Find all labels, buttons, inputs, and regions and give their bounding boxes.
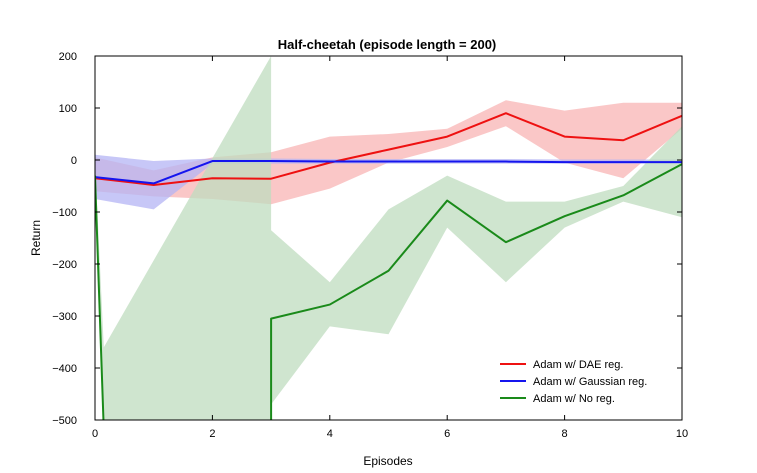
y-tick-label: −400	[52, 363, 77, 375]
series-lines	[95, 112, 682, 420]
y-tick-label: 0	[71, 155, 77, 167]
x-tick-label: 10	[676, 428, 688, 440]
band-series-3	[95, 56, 682, 420]
y-tick-label: 200	[59, 51, 77, 63]
line-series-2	[95, 160, 682, 185]
y-axis-ticks: 200 100 0 −100 −200 −300 −400 −500	[52, 51, 682, 427]
legend: Adam w/ DAE reg. Adam w/ Gaussian reg. Ada…	[500, 359, 647, 405]
band-series-1	[95, 100, 682, 205]
y-tick-label: −500	[52, 415, 77, 427]
y-tick-label: −200	[52, 259, 77, 271]
y-axis-label: Return	[29, 220, 43, 256]
line-series-3	[95, 163, 682, 420]
legend-label-3: Adam w/ No reg.	[533, 393, 615, 405]
legend-label-1: Adam w/ DAE reg.	[533, 359, 623, 371]
legend-label-2: Adam w/ Gaussian reg.	[533, 376, 647, 388]
y-tick-label: 100	[59, 103, 77, 115]
x-axis-label: Episodes	[363, 454, 412, 468]
x-tick-label: 4	[327, 428, 333, 440]
y-tick-label: −300	[52, 311, 77, 323]
line-series-1	[95, 112, 682, 186]
x-tick-label: 8	[562, 428, 568, 440]
x-tick-label: 2	[209, 428, 215, 440]
band-series-2	[95, 154, 682, 210]
x-tick-label: 0	[92, 428, 98, 440]
x-tick-label: 6	[444, 428, 450, 440]
y-tick-label: −100	[52, 207, 77, 219]
plot-frame	[94, 55, 683, 421]
x-axis-ticks: 0 2 4 6 8 10	[92, 56, 688, 440]
chart-title: Half-cheetah (episode length = 200)	[278, 37, 497, 52]
